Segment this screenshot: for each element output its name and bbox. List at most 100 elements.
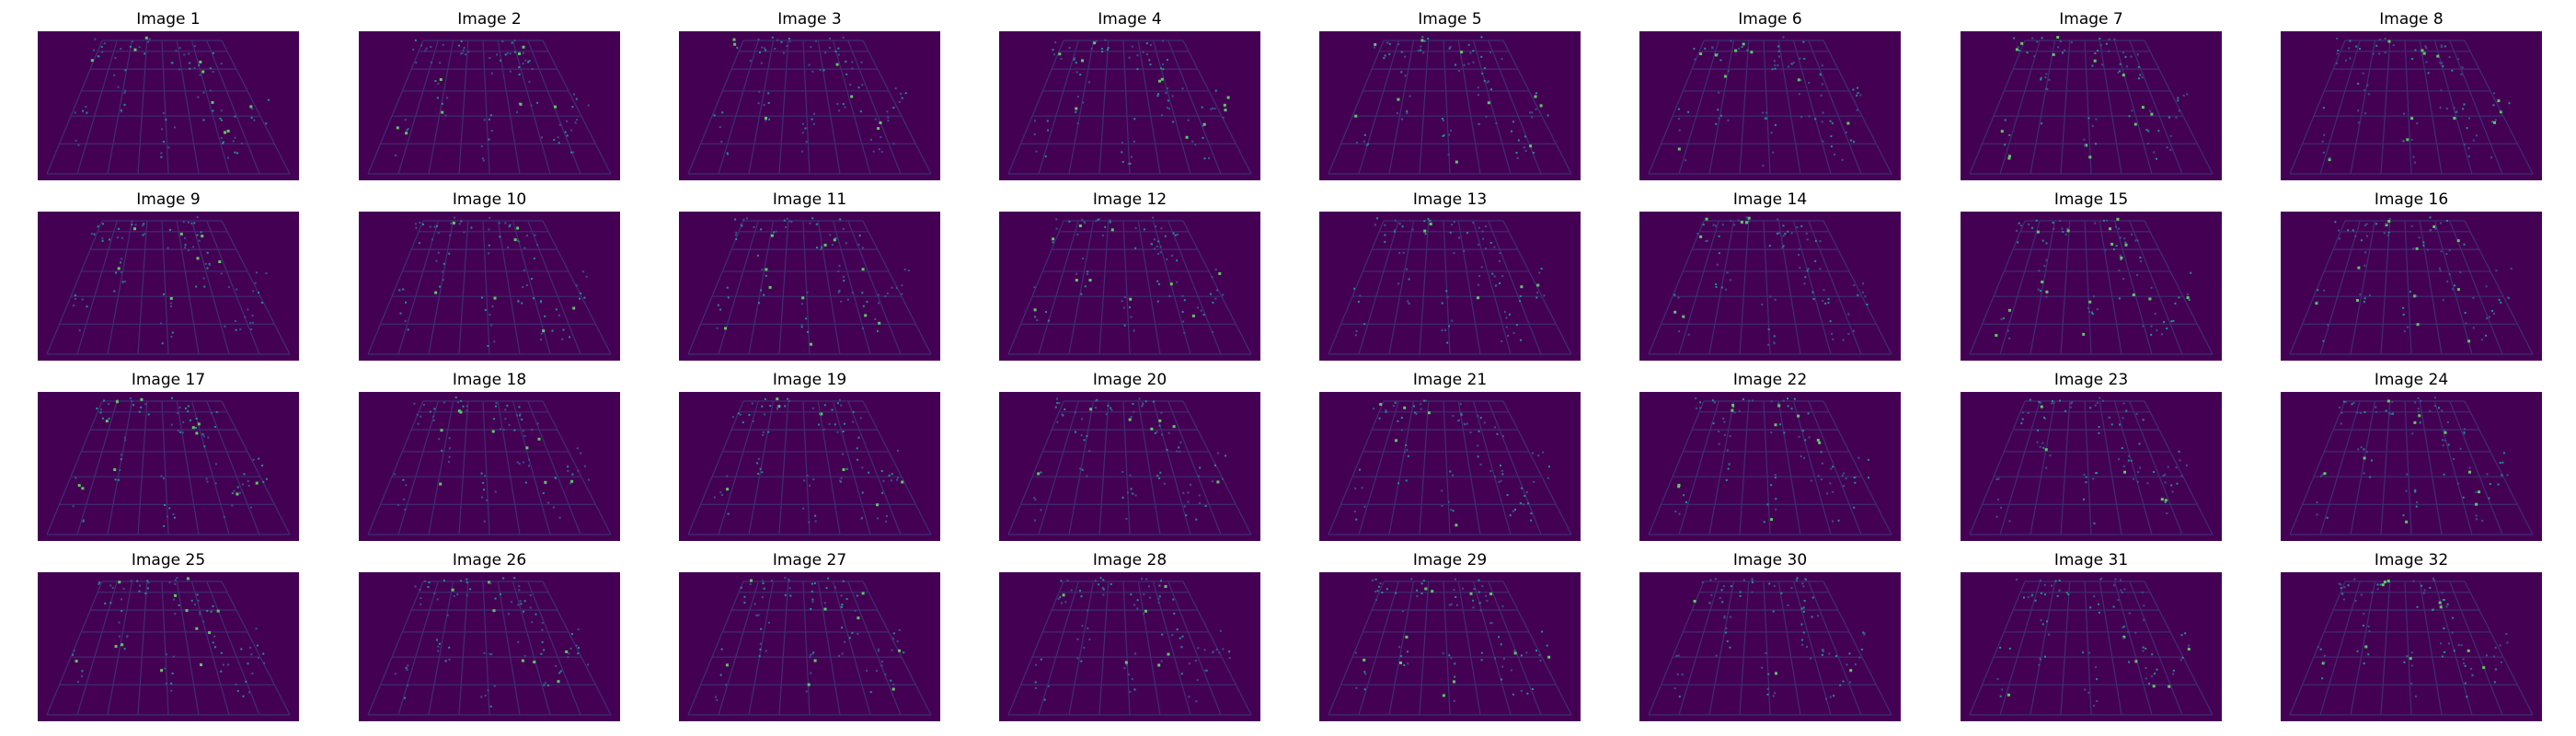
floor-grid bbox=[1969, 220, 2214, 355]
image-title: Image 19 bbox=[772, 371, 847, 389]
bright-pixels bbox=[1033, 216, 1225, 334]
bright-pixels bbox=[1034, 577, 1231, 703]
bright-pixels bbox=[1995, 217, 2192, 339]
heatmap-svg bbox=[679, 212, 940, 361]
bright-pixels bbox=[1674, 397, 1869, 523]
heatmap-image bbox=[1319, 392, 1581, 541]
heatmap-svg bbox=[359, 392, 620, 541]
image-title: Image 23 bbox=[2053, 371, 2129, 389]
heatmap-svg bbox=[359, 31, 620, 180]
image-title: Image 24 bbox=[2374, 371, 2449, 389]
floor-grid bbox=[1007, 581, 1252, 716]
heatmap-image bbox=[2281, 31, 2542, 180]
image-title: Image 11 bbox=[772, 190, 847, 209]
heatmap-svg bbox=[1961, 212, 2222, 361]
heatmap-image bbox=[1639, 392, 1901, 541]
floor-grid bbox=[687, 400, 932, 535]
image-title: Image 16 bbox=[2374, 190, 2449, 209]
heatmap-svg bbox=[2281, 212, 2542, 361]
image-title: Image 4 bbox=[1098, 10, 1162, 29]
heatmap-svg bbox=[359, 572, 620, 721]
bright-pixels bbox=[1354, 36, 1549, 164]
heatmap-image bbox=[1319, 31, 1581, 180]
heatmap-svg bbox=[1639, 31, 1901, 180]
image-title: Image 25 bbox=[131, 551, 206, 569]
floor-grid bbox=[1969, 40, 2214, 175]
bright-pixels bbox=[72, 577, 266, 697]
image-title: Image 29 bbox=[1412, 551, 1488, 569]
bright-pixels bbox=[1033, 397, 1226, 522]
heatmap-image bbox=[38, 392, 299, 541]
heatmap-image bbox=[1961, 212, 2222, 361]
heatmap-image bbox=[1961, 31, 2222, 180]
floor-grid bbox=[2289, 40, 2534, 175]
heatmap-svg bbox=[999, 572, 1260, 721]
floor-grid bbox=[687, 40, 932, 175]
heatmap-image bbox=[1639, 212, 1901, 361]
bright-pixels bbox=[2317, 578, 2509, 698]
heatmap-svg bbox=[1319, 31, 1581, 180]
floor-grid bbox=[2289, 581, 2534, 716]
heatmap-image bbox=[2281, 212, 2542, 361]
floor-grid bbox=[1648, 40, 1892, 175]
heatmap-svg bbox=[359, 212, 620, 361]
floor-grid bbox=[367, 220, 612, 355]
image-title: Image 22 bbox=[1732, 371, 1808, 389]
heatmap-image bbox=[1319, 212, 1581, 361]
heatmap-svg bbox=[679, 31, 940, 180]
floor-grid bbox=[46, 40, 291, 175]
bright-pixels bbox=[74, 36, 270, 159]
heatmap-image bbox=[999, 212, 1260, 361]
heatmap-image bbox=[1319, 572, 1581, 721]
bright-pixels bbox=[2316, 397, 2509, 523]
heatmap-image bbox=[2281, 572, 2542, 721]
heatmap-image bbox=[359, 31, 620, 180]
floor-grid bbox=[1328, 220, 1572, 355]
heatmap-image bbox=[38, 31, 299, 180]
heatmap-image bbox=[999, 31, 1260, 180]
image-title: Image 9 bbox=[136, 190, 201, 209]
heatmap-svg bbox=[1639, 572, 1901, 721]
floor-grid bbox=[1007, 220, 1252, 355]
bright-pixels bbox=[716, 217, 910, 346]
heatmap-svg bbox=[38, 392, 299, 541]
floor-grid bbox=[367, 400, 612, 535]
image-title: Image 21 bbox=[1412, 371, 1488, 389]
image-title: Image 27 bbox=[772, 551, 847, 569]
bright-pixels bbox=[1673, 577, 1866, 700]
heatmap-svg bbox=[1319, 212, 1581, 361]
heatmap-svg bbox=[1319, 572, 1581, 721]
heatmap-image bbox=[999, 572, 1260, 721]
bright-pixels bbox=[393, 397, 590, 523]
heatmap-svg bbox=[999, 31, 1260, 180]
image-title: Image 15 bbox=[2053, 190, 2129, 209]
bright-pixels bbox=[2000, 36, 2189, 160]
heatmap-image bbox=[38, 572, 299, 721]
heatmap-svg bbox=[679, 392, 940, 541]
image-title: Image 14 bbox=[1732, 190, 1808, 209]
heatmap-svg bbox=[1639, 212, 1901, 361]
floor-grid bbox=[46, 581, 291, 716]
bright-pixels bbox=[1353, 399, 1550, 527]
image-title: Image 5 bbox=[1418, 10, 1482, 29]
heatmap-image bbox=[999, 392, 1260, 541]
bright-pixels bbox=[398, 216, 588, 347]
image-title: Image 28 bbox=[1092, 551, 1167, 569]
floor-grid bbox=[1648, 400, 1892, 535]
image-title: Image 20 bbox=[1092, 371, 1167, 389]
heatmap-image bbox=[38, 212, 299, 361]
heatmap-svg bbox=[1639, 392, 1901, 541]
bright-pixels bbox=[395, 39, 590, 162]
heatmap-image bbox=[679, 212, 940, 361]
heatmap-image bbox=[2281, 392, 2542, 541]
heatmap-svg bbox=[1961, 31, 2222, 180]
bright-pixels bbox=[1354, 578, 1551, 702]
image-title: Image 26 bbox=[452, 551, 527, 569]
bright-pixels bbox=[72, 397, 268, 527]
image-title: Image 6 bbox=[1738, 10, 1802, 29]
image-title: Image 7 bbox=[2059, 10, 2123, 29]
heatmap-svg bbox=[679, 572, 940, 721]
floor-grid bbox=[1969, 581, 2214, 716]
bright-pixels bbox=[1677, 36, 1862, 167]
